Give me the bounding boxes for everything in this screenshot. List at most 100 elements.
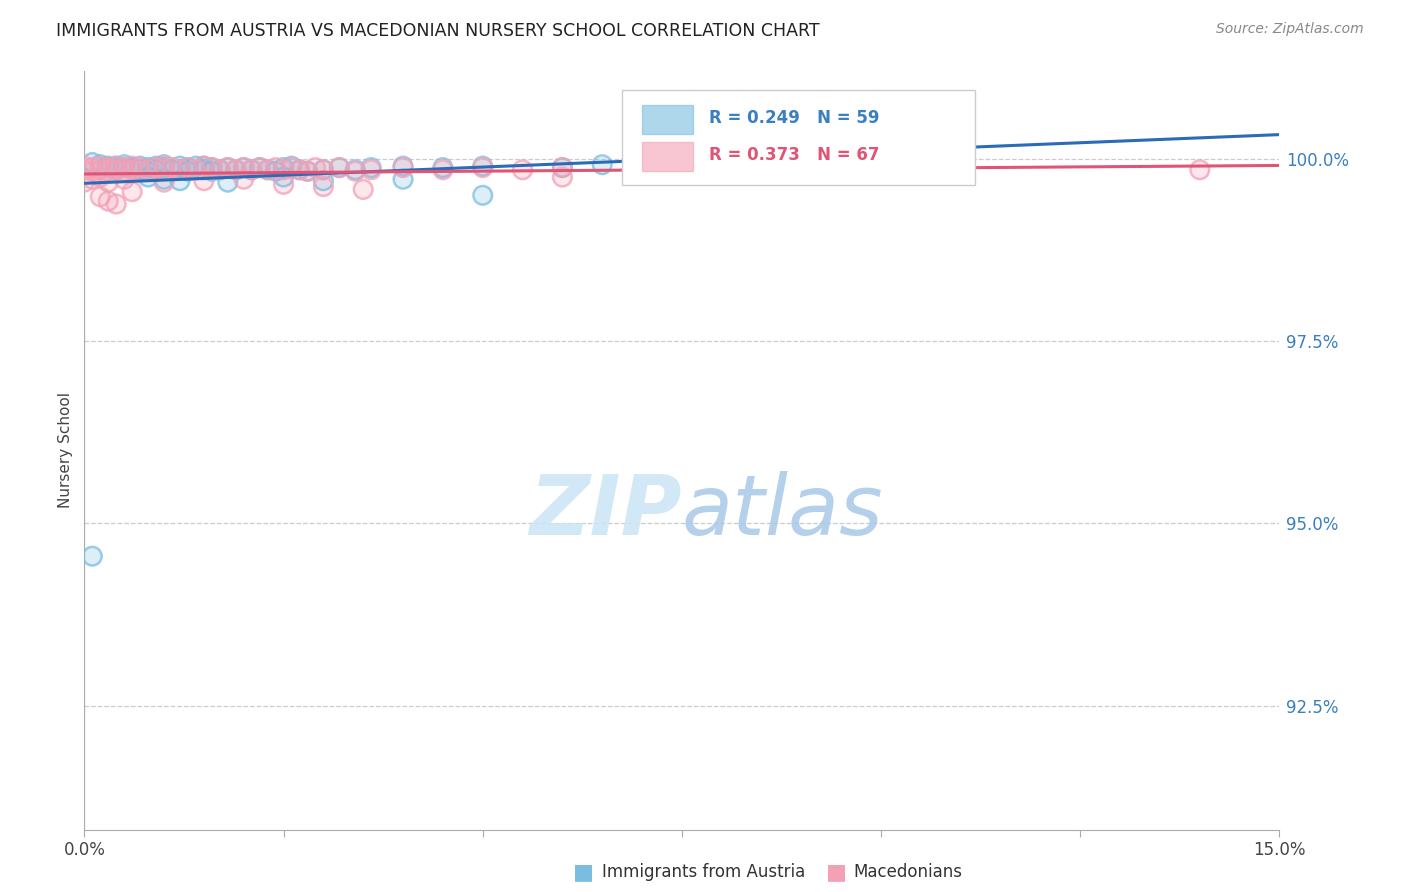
Text: ZIP: ZIP — [529, 471, 682, 551]
Point — [249, 161, 271, 175]
Point — [153, 162, 176, 177]
Point — [432, 161, 454, 175]
Point — [297, 164, 319, 178]
Point — [160, 161, 183, 175]
Point — [136, 164, 159, 178]
Point — [129, 162, 152, 177]
Point — [121, 185, 143, 199]
Point — [136, 161, 159, 175]
Text: ■: ■ — [827, 863, 846, 882]
Point — [105, 162, 128, 177]
Point — [153, 172, 176, 186]
Point — [129, 159, 152, 173]
Point — [392, 159, 415, 173]
Point — [208, 162, 231, 177]
Point — [344, 164, 367, 178]
Point — [105, 197, 128, 211]
Point — [232, 161, 254, 175]
Point — [297, 164, 319, 178]
Point — [949, 159, 972, 173]
Point — [551, 161, 574, 175]
Point — [82, 172, 104, 186]
Point — [184, 162, 207, 177]
Point — [273, 162, 295, 177]
Point — [392, 159, 415, 173]
Point — [232, 161, 254, 175]
Point — [201, 161, 224, 175]
Point — [145, 159, 167, 173]
Point — [82, 549, 104, 564]
Point — [153, 159, 176, 173]
Point — [217, 161, 239, 175]
Point — [471, 188, 494, 202]
Point — [264, 164, 287, 178]
Point — [512, 162, 534, 177]
Point — [240, 162, 263, 177]
Point — [136, 164, 159, 178]
Point — [169, 174, 191, 188]
Point — [160, 162, 183, 177]
Point — [288, 162, 311, 177]
Point — [631, 161, 654, 175]
Point — [280, 161, 302, 175]
Point — [304, 161, 326, 175]
Point — [328, 161, 350, 175]
Text: R = 0.249   N = 59: R = 0.249 N = 59 — [710, 110, 880, 128]
Point — [112, 161, 135, 175]
Point — [177, 161, 200, 175]
Point — [184, 162, 207, 177]
Point — [82, 164, 104, 178]
Point — [82, 161, 104, 175]
Point — [631, 162, 654, 177]
Point — [89, 162, 111, 177]
Point — [392, 161, 415, 175]
Point — [169, 162, 191, 177]
Point — [153, 159, 176, 173]
Point — [89, 162, 111, 177]
Point — [169, 174, 191, 188]
Point — [112, 158, 135, 172]
Point — [160, 162, 183, 177]
Point — [121, 162, 143, 177]
Point — [105, 162, 128, 177]
Point — [112, 164, 135, 178]
Point — [89, 158, 111, 172]
Point — [177, 164, 200, 178]
Point — [177, 161, 200, 175]
Point — [240, 162, 263, 177]
Point — [312, 174, 335, 188]
Point — [551, 161, 574, 175]
Point — [949, 159, 972, 173]
Point — [273, 170, 295, 185]
Point — [89, 170, 111, 185]
Bar — [643, 105, 693, 135]
Point — [105, 162, 128, 177]
Point — [328, 161, 350, 175]
Point — [193, 159, 215, 173]
Point — [232, 172, 254, 186]
Point — [177, 161, 200, 175]
Point — [136, 161, 159, 175]
Point — [312, 162, 335, 177]
Point — [249, 161, 271, 175]
Point — [112, 172, 135, 186]
Point — [631, 161, 654, 175]
Point — [129, 164, 152, 178]
Point — [471, 161, 494, 175]
Point — [89, 170, 111, 185]
Point — [512, 162, 534, 177]
Point — [312, 179, 335, 194]
Point — [551, 170, 574, 185]
Point — [153, 158, 176, 172]
Point — [471, 188, 494, 202]
Point — [551, 161, 574, 175]
Point — [232, 161, 254, 175]
Point — [184, 159, 207, 173]
Point — [145, 162, 167, 177]
Text: atlas: atlas — [682, 471, 883, 551]
Point — [256, 162, 278, 177]
Point — [193, 174, 215, 188]
Point — [201, 161, 224, 175]
Point — [112, 164, 135, 178]
Point — [82, 172, 104, 186]
